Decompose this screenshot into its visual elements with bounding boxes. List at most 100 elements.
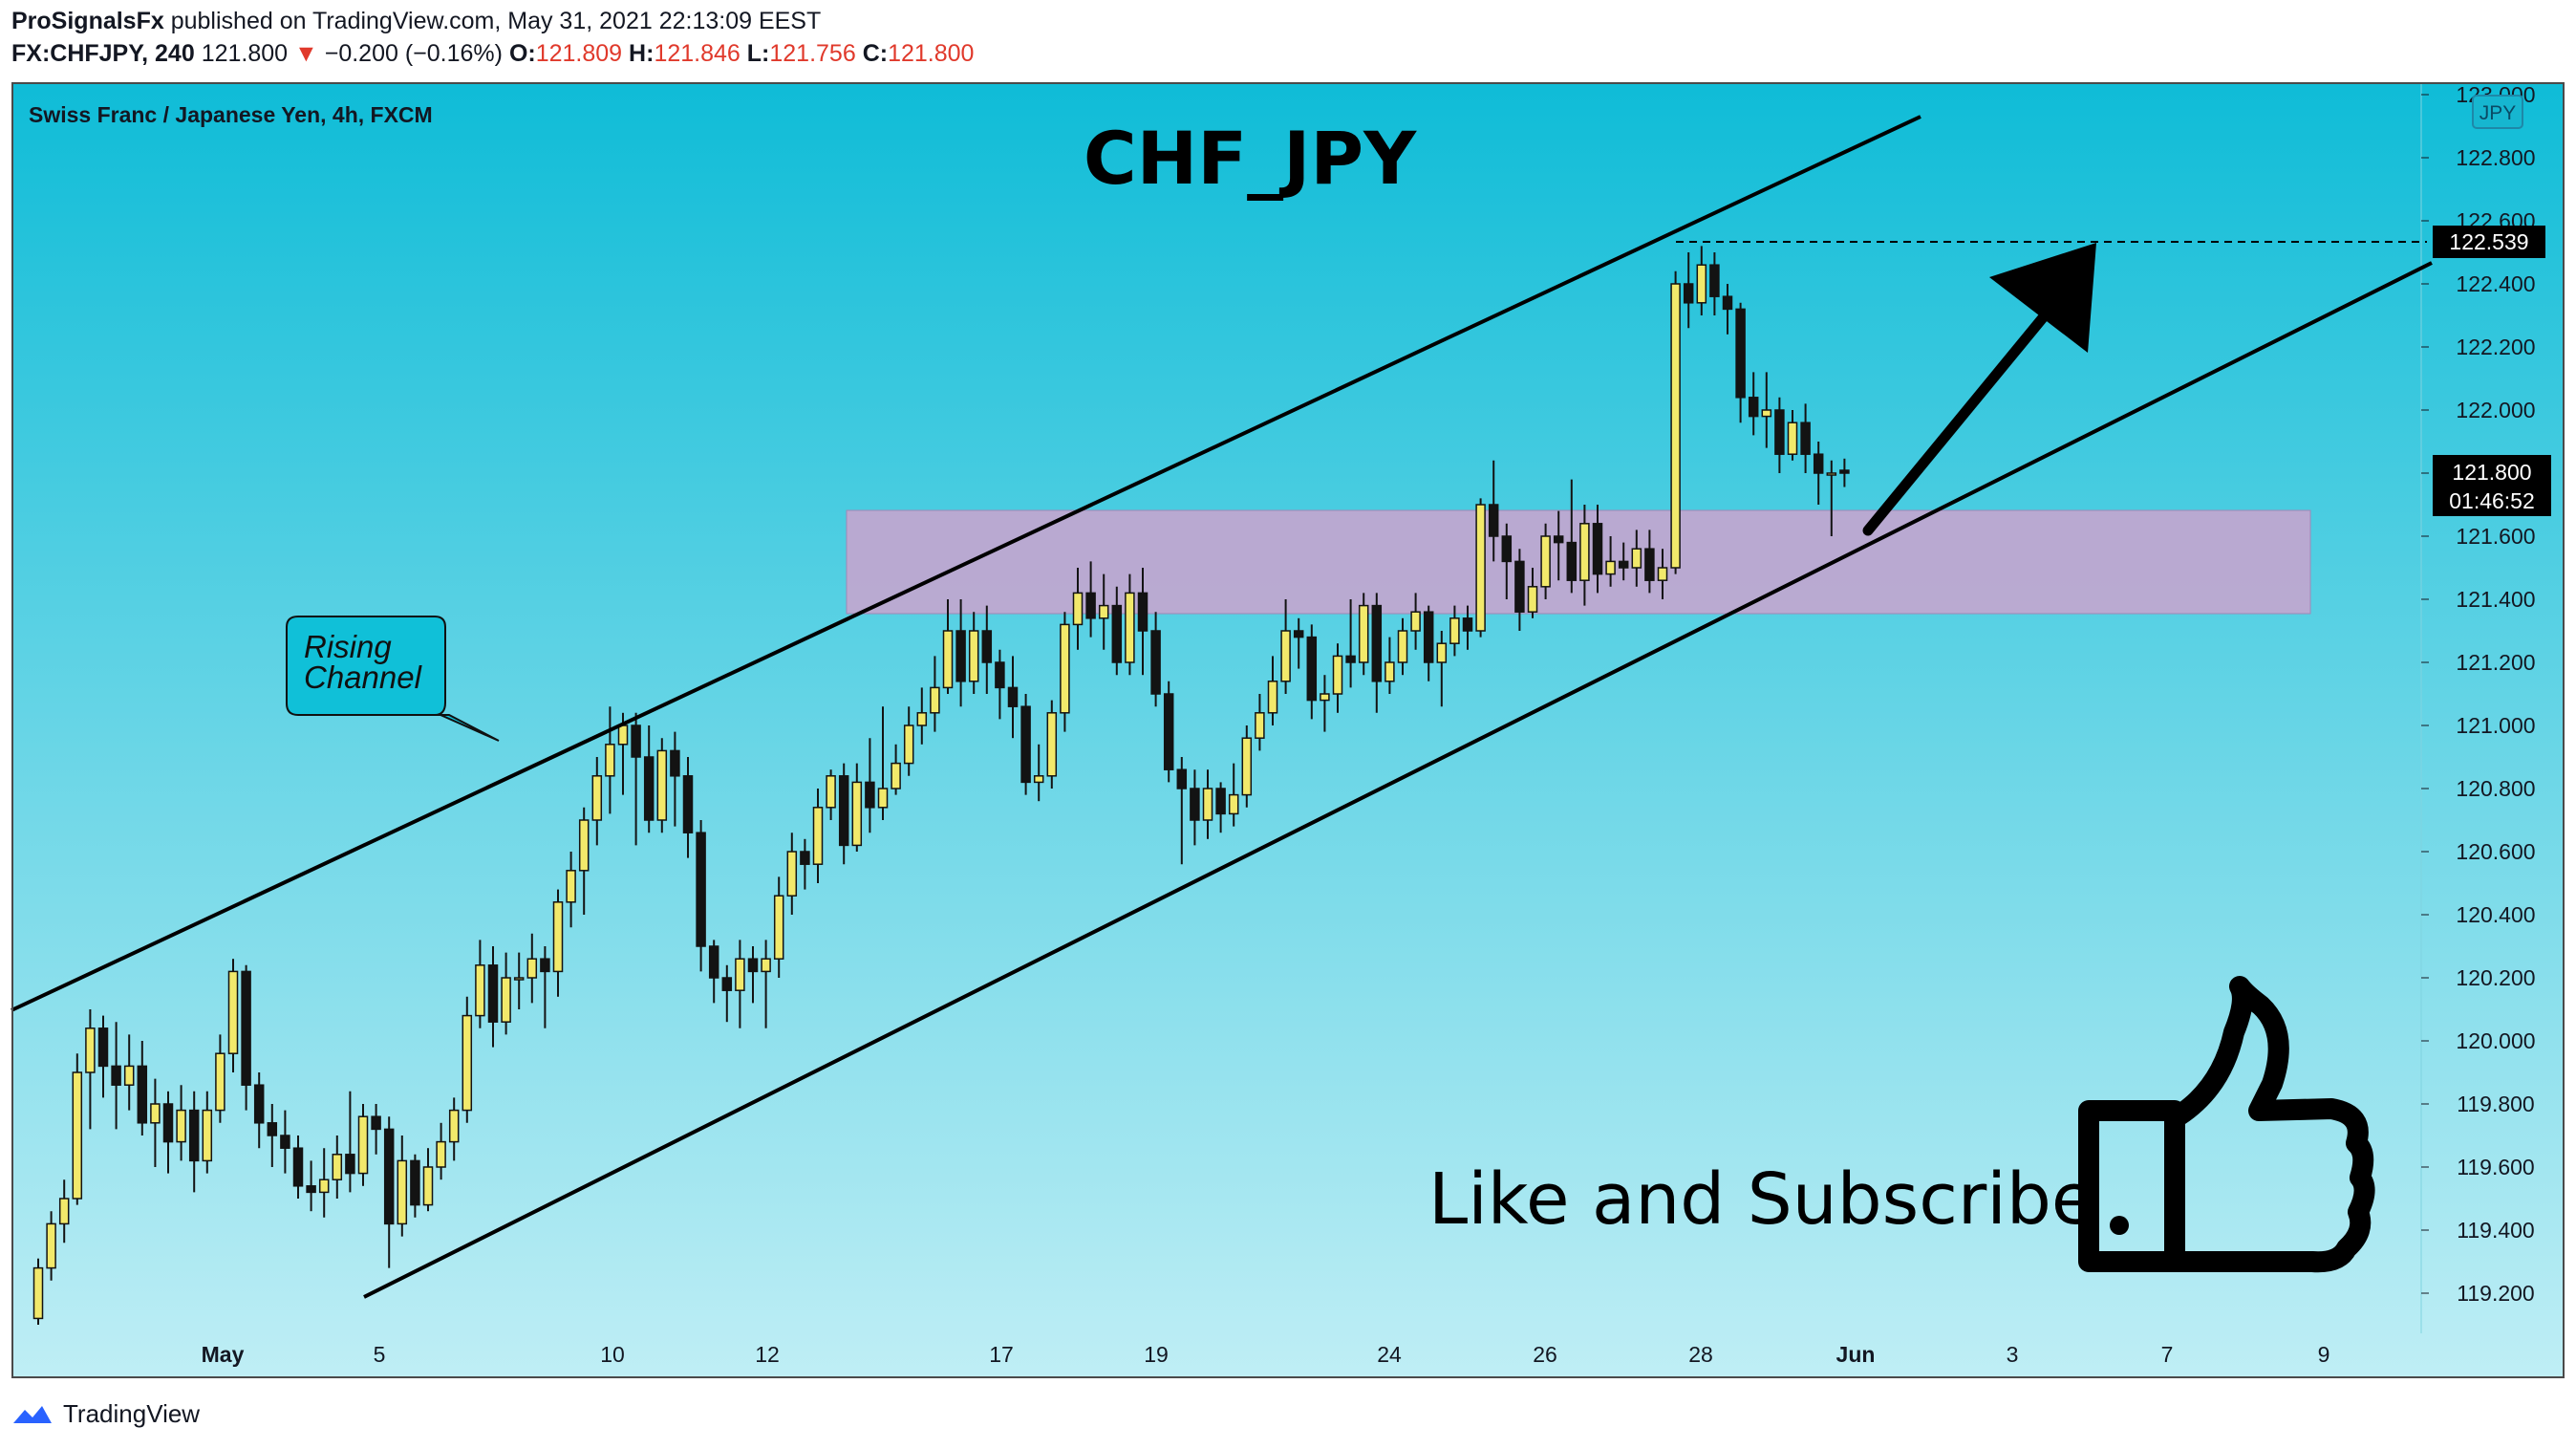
candle-up[interactable] [891,762,901,789]
candle-down[interactable] [1007,686,1019,707]
candle-down[interactable] [838,775,849,847]
price-axis[interactable]: 123.000122.800122.600122.400122.200122.0… [2421,82,2536,1306]
candle-up[interactable] [123,1065,135,1086]
candle-up[interactable] [72,1071,83,1200]
candle-up[interactable] [1696,264,1707,304]
candle-down[interactable] [1306,636,1318,702]
candle-down[interactable] [162,1103,174,1143]
candle-down[interactable] [487,964,499,1023]
candle-up[interactable] [1605,560,1616,575]
candle-up[interactable] [176,1109,186,1143]
candle-down[interactable] [1085,592,1096,619]
candle-down[interactable] [306,1185,316,1194]
candle-up[interactable] [656,749,668,821]
candle-up[interactable] [1670,283,1681,569]
candle-up[interactable] [462,1014,473,1112]
candle-up[interactable] [930,686,940,714]
candle-down[interactable] [1190,788,1200,821]
candle-down[interactable] [1488,504,1499,537]
candle-up[interactable] [202,1109,213,1162]
candle-down[interactable] [631,724,641,758]
candle-down[interactable] [1722,295,1733,311]
candle-down[interactable] [682,775,694,833]
candle-up[interactable] [1761,409,1772,418]
candle-down[interactable] [1345,655,1356,663]
candle-up[interactable] [1579,523,1590,581]
candle-up[interactable] [1202,788,1213,821]
candle-up[interactable] [1332,655,1343,695]
candle-down[interactable] [1618,560,1629,569]
candle-up[interactable] [1046,712,1058,777]
candle-down[interactable] [1137,592,1148,632]
candle-up[interactable] [851,781,863,847]
candle-up[interactable] [1385,661,1395,682]
candle-up[interactable] [58,1198,70,1225]
candle-up[interactable] [1436,642,1448,663]
candle-up[interactable] [32,1266,44,1320]
candle-down[interactable] [1020,705,1031,784]
candle-down[interactable] [1111,604,1123,663]
candle-down[interactable] [1423,611,1434,663]
candle-down[interactable] [670,749,680,777]
time-axis[interactable]: May 5 10 12 17 19 24 26 28 Jun 3 7 9 [202,1342,2330,1367]
candle-down[interactable] [253,1084,265,1124]
candle-down[interactable] [721,977,733,991]
candle-up[interactable] [1125,592,1135,663]
candle-down[interactable] [955,630,966,682]
candle-down[interactable] [1592,523,1603,575]
candle-down[interactable] [1501,535,1513,563]
candle-down[interactable] [1748,397,1759,418]
candle-down[interactable] [708,945,719,979]
candle-up[interactable] [332,1154,343,1180]
candle-up[interactable] [735,958,745,991]
candle-up[interactable] [1320,693,1330,702]
candle-down[interactable] [1163,693,1174,770]
candle-up[interactable] [46,1222,56,1269]
candle-down[interactable] [1839,469,1850,474]
candle-down[interactable] [1553,535,1564,544]
candle-up[interactable] [1228,793,1239,815]
candle-up[interactable] [501,977,511,1023]
candle-up[interactable] [475,964,485,1017]
candle-up[interactable] [436,1140,446,1168]
candle-down[interactable] [1566,541,1578,581]
candle-up[interactable] [566,870,576,903]
candle-up[interactable] [422,1166,434,1206]
candle-up[interactable] [786,851,798,897]
candle-up[interactable] [1098,604,1109,619]
candle-down[interactable] [280,1135,290,1149]
candle-up[interactable] [826,775,836,809]
candle-down[interactable] [137,1065,148,1124]
candle-up[interactable] [397,1159,408,1225]
candle-up[interactable] [761,958,771,973]
candle-up[interactable] [877,788,889,809]
candle-up[interactable] [605,744,615,777]
candle-up[interactable] [1449,617,1460,644]
candle-down[interactable] [111,1065,121,1086]
candle-up[interactable] [1358,604,1369,663]
candle-down[interactable] [800,851,810,865]
candle-down[interactable] [1514,560,1525,613]
thumbs-up-icon[interactable] [2078,976,2375,1273]
candle-up[interactable] [1060,623,1070,714]
tradingview-brand[interactable]: TradingView [11,1399,200,1429]
candle-up[interactable] [1280,630,1291,682]
candle-down[interactable] [241,970,251,1086]
candle-up[interactable] [227,970,239,1054]
candle-up[interactable] [1267,681,1278,714]
candle-up[interactable] [1826,472,1837,476]
currency-badge[interactable]: JPY [2472,95,2523,129]
candle-up[interactable] [215,1052,225,1112]
candle-up[interactable] [1033,775,1044,784]
candle-down[interactable] [643,756,655,821]
candle-down[interactable] [696,832,706,947]
candle-down[interactable] [267,1122,278,1136]
candle-up[interactable] [812,807,824,865]
candle-down[interactable] [1215,788,1226,815]
candle-up[interactable] [1241,737,1253,796]
candle-down[interactable] [1371,604,1383,682]
candle-up[interactable] [1540,535,1551,588]
candle-down[interactable] [1293,630,1304,638]
candle-down[interactable] [383,1128,395,1225]
